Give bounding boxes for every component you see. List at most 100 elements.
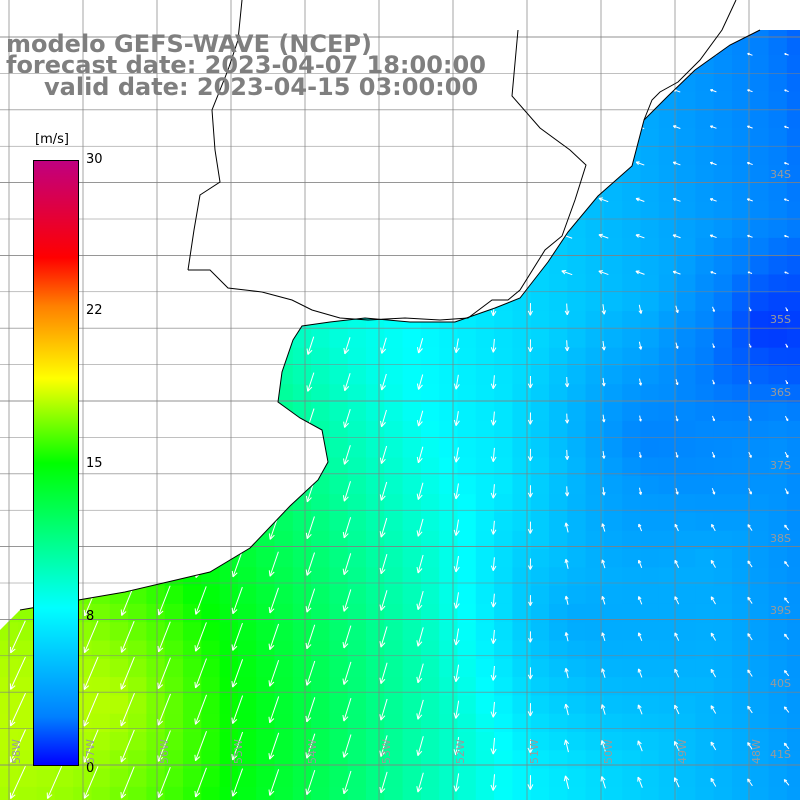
field-cell — [219, 402, 239, 422]
field-cell — [677, 109, 696, 129]
field-cell — [329, 274, 349, 294]
wind-arrow — [195, 370, 206, 394]
field-cell — [164, 475, 184, 495]
wind-arrow — [561, 88, 573, 94]
field-cell — [164, 146, 184, 166]
field-cell — [786, 567, 800, 587]
wind-arrow — [710, 777, 717, 787]
field-cell — [494, 677, 513, 696]
field-cell — [677, 91, 696, 111]
wind-arrow — [120, 620, 135, 653]
field-cell — [366, 237, 385, 257]
field-cell — [677, 658, 696, 678]
wind-arrow — [122, 116, 133, 138]
field-cell — [768, 109, 788, 129]
field-cell — [622, 695, 642, 715]
field-cell — [164, 677, 184, 696]
field-cell — [237, 402, 257, 422]
wind-arrow — [453, 447, 460, 463]
field-cell — [366, 603, 385, 623]
field-cell — [677, 201, 696, 221]
field-cell — [512, 73, 532, 93]
wind-arrow — [10, 548, 26, 580]
field-cell — [494, 658, 513, 678]
field-cell — [677, 786, 696, 800]
field-cell — [183, 732, 202, 751]
wind-arrow — [635, 88, 645, 93]
wind-arrow — [233, 190, 242, 210]
field-cell — [603, 603, 623, 623]
field-cell — [128, 622, 147, 642]
wind-arrow — [268, 732, 280, 760]
field-cell — [732, 585, 751, 605]
field-cell — [91, 402, 111, 422]
field-cell — [329, 475, 349, 495]
field-cell — [128, 750, 147, 770]
field-cell — [475, 768, 495, 788]
wind-arrow — [416, 374, 424, 390]
wind-arrow — [711, 488, 716, 495]
field-cell — [457, 530, 477, 550]
field-cell — [677, 695, 696, 715]
wind-arrow — [454, 120, 460, 135]
field-cell — [109, 329, 129, 349]
field-cell — [658, 183, 678, 202]
field-cell — [603, 30, 623, 38]
field-cell — [475, 219, 495, 239]
field-cell — [347, 146, 367, 166]
field-cell — [366, 146, 385, 166]
field-cell — [311, 366, 330, 385]
field-cell — [695, 91, 715, 111]
field-cell — [549, 347, 568, 367]
field-cell — [18, 695, 38, 715]
field-cell — [695, 603, 715, 623]
wind-arrow — [598, 270, 609, 276]
field-cell — [549, 658, 568, 678]
field-cell — [494, 183, 513, 202]
field-cell — [146, 237, 166, 257]
field-cell — [311, 0, 330, 19]
field-cell — [786, 311, 800, 330]
field-cell — [347, 164, 367, 184]
field-cell — [311, 146, 330, 166]
field-cell — [256, 237, 276, 257]
field-cell — [732, 91, 751, 111]
field-cell — [603, 713, 623, 733]
field-cell — [366, 201, 385, 221]
field-cell — [640, 640, 660, 660]
field-cell — [256, 0, 275, 19]
field-cell — [603, 347, 623, 367]
field-cell — [677, 366, 696, 385]
wind-arrow — [381, 11, 386, 25]
wind-arrow — [10, 476, 26, 507]
wind-arrow — [527, 194, 533, 207]
wind-arrow — [672, 125, 681, 129]
field-cell — [530, 146, 550, 166]
field-cell — [585, 329, 605, 349]
field-cell — [768, 530, 788, 550]
field-cell — [750, 713, 770, 733]
field-cell — [420, 384, 440, 404]
field-cell — [18, 732, 38, 751]
field-cell — [201, 640, 221, 660]
wind-arrow — [635, 270, 645, 275]
field-cell — [146, 732, 166, 751]
field-cell — [622, 439, 642, 459]
field-cell — [530, 36, 550, 56]
field-cell — [73, 0, 92, 19]
field-cell — [183, 439, 202, 459]
wind-arrow — [83, 656, 99, 690]
field-cell — [530, 237, 550, 257]
field-cell — [713, 439, 733, 459]
field-cell — [732, 603, 751, 623]
field-cell — [292, 109, 312, 129]
wind-arrow — [231, 695, 244, 724]
field-cell — [732, 658, 751, 678]
wind-arrow — [491, 48, 497, 61]
field-cell — [585, 274, 605, 294]
wind-arrow — [11, 296, 24, 322]
field-cell — [256, 658, 276, 678]
field-cell — [0, 402, 19, 422]
field-cell — [219, 567, 239, 587]
field-cell — [256, 713, 276, 733]
